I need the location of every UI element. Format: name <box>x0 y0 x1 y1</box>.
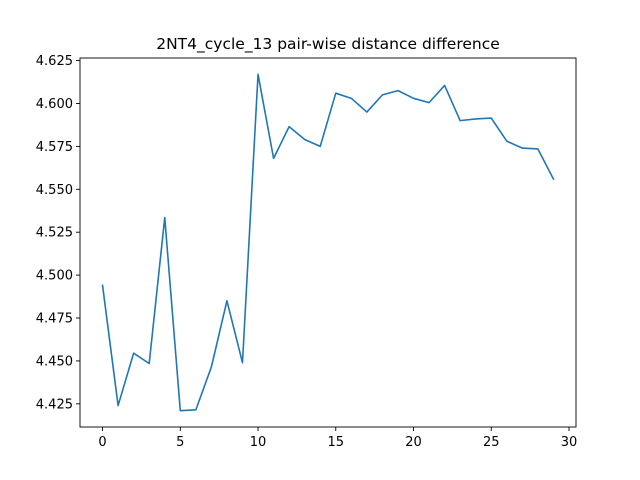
y-tick-label: 4.575 <box>36 140 73 155</box>
y-tick-label: 4.450 <box>36 354 73 369</box>
y-tick-label: 4.525 <box>36 226 73 241</box>
y-tick-label: 4.600 <box>36 97 73 112</box>
x-tick-label: 0 <box>98 435 106 450</box>
chart-title: 2NT4_cycle_13 pair-wise distance differe… <box>156 35 500 54</box>
x-tick-label: 20 <box>405 435 422 450</box>
y-tick-label: 4.625 <box>36 54 73 69</box>
y-tick-label: 4.550 <box>36 183 73 198</box>
x-tick-label: 10 <box>250 435 267 450</box>
x-tick-label: 5 <box>176 435 184 450</box>
x-tick-label: 30 <box>561 435 578 450</box>
x-tick-label: 25 <box>483 435 500 450</box>
y-tick-label: 4.425 <box>36 397 73 412</box>
series-line-0 <box>101 73 555 412</box>
y-tick-label: 4.500 <box>36 269 73 284</box>
axes-frame <box>79 57 577 428</box>
plot-area: 0 5 10 15 20 25 30 4.425 4.450 4.475 4.500 4.525 4.5… <box>36 54 577 450</box>
x-tick-label: 15 <box>328 435 345 450</box>
y-tick-label: 4.475 <box>36 312 73 327</box>
